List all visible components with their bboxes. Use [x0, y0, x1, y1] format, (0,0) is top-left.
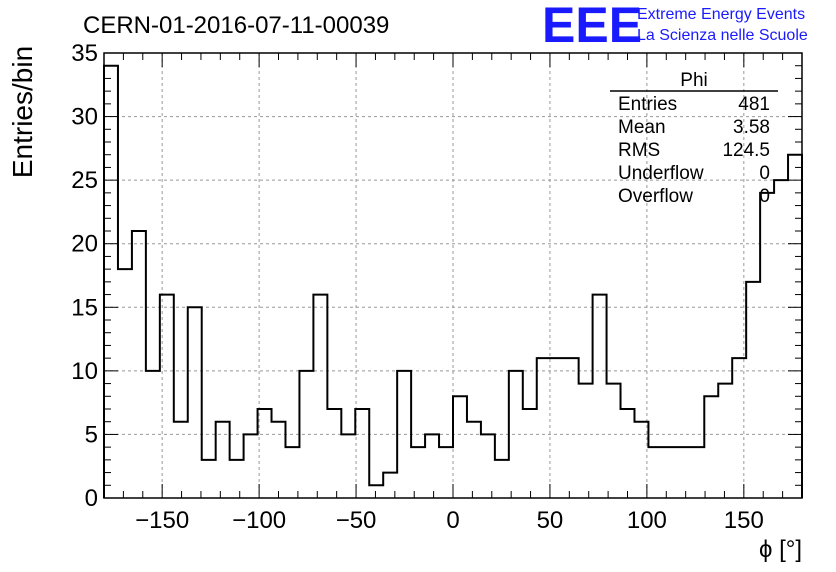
x-tick-label: −100: [232, 507, 286, 534]
histogram-bin: [132, 231, 146, 498]
histogram-bin: [341, 434, 355, 498]
histogram-bin: [662, 447, 676, 498]
x-tick-label: 50: [537, 507, 564, 534]
histogram-bin: [774, 180, 788, 498]
chart-title: CERN-01-2016-07-11-00039: [83, 12, 389, 39]
y-tick-label: 5: [85, 421, 98, 448]
histogram-bin: [369, 485, 383, 498]
histogram-bin: [621, 409, 635, 498]
stats-overflow-label: Overflow: [618, 186, 693, 207]
histogram-bin: [565, 358, 579, 498]
histogram-bin: [188, 307, 202, 498]
x-tick-label: 0: [446, 507, 459, 534]
histogram-bin: [760, 193, 774, 498]
y-tick-label: 35: [71, 40, 98, 67]
histogram-bin: [676, 447, 690, 498]
histogram-bin: [272, 422, 286, 498]
x-tick-labels: −150 −100 −50 0 50 100 150: [135, 507, 764, 534]
histogram-bin: [607, 384, 621, 498]
histogram-bin: [788, 155, 802, 498]
y-tick-label: 15: [71, 294, 98, 321]
histogram-bin: [355, 409, 369, 498]
logo-line-2: La Scienza nelle Scuole: [637, 27, 808, 44]
stats-overflow-value: 0: [759, 186, 770, 207]
histogram-bin: [634, 422, 648, 498]
histogram-outline: [103, 64, 803, 498]
histogram-bin: [690, 447, 704, 498]
histogram-bin: [467, 422, 481, 498]
y-tick-label: 10: [71, 358, 98, 385]
stats-rms-label: RMS: [618, 140, 660, 161]
histogram-bin: [495, 460, 509, 498]
histogram-bin: [425, 434, 439, 498]
axis-ticks: [103, 52, 803, 499]
x-tick-label: 100: [627, 507, 667, 534]
histogram-bin: [230, 460, 244, 498]
y-tick-label: 20: [71, 231, 98, 258]
histogram-bin: [397, 371, 411, 498]
histogram-bin: [285, 447, 299, 498]
histogram-bin: [481, 434, 495, 498]
logo-line-1: Extreme Energy Events: [637, 6, 805, 23]
histogram-bin: [244, 434, 258, 498]
histogram-bin: [439, 447, 453, 498]
histogram-bin: [718, 384, 732, 498]
stats-mean-value: 3.58: [733, 117, 770, 138]
histogram-bin: [648, 447, 662, 498]
stats-underflow-label: Underflow: [618, 163, 704, 184]
histogram-bin: [704, 396, 718, 498]
histogram-bin: [732, 358, 746, 498]
y-tick-label: 30: [71, 104, 98, 131]
y-tick-label: 0: [85, 485, 98, 512]
histogram-bin: [523, 409, 537, 498]
eee-logo: EEE Extreme Energy Events La Scienza nel…: [542, 0, 808, 53]
histogram-bin: [327, 409, 341, 498]
histogram-bin: [202, 460, 216, 498]
histogram-bin: [537, 358, 551, 498]
x-axis-title: ϕ [°]: [759, 536, 802, 563]
stats-mean-label: Mean: [618, 117, 666, 138]
y-axis-title: Entries/bin: [7, 46, 38, 178]
stats-box: Phi Entries 481 Mean 3.58 RMS 124.5 Unde…: [610, 70, 778, 207]
histogram-bin: [746, 282, 760, 498]
stats-entries-label: Entries: [618, 94, 677, 115]
histogram-bin: [160, 295, 174, 498]
histogram-bin: [258, 409, 272, 498]
x-tick-label: −150: [135, 507, 189, 534]
y-tick-label: 25: [71, 167, 98, 194]
stats-underflow-value: 0: [759, 163, 770, 184]
stats-entries-value: 481: [738, 94, 770, 115]
histogram-bin: [313, 295, 327, 498]
histogram-bin: [579, 384, 593, 498]
stats-rms-value: 124.5: [722, 140, 770, 161]
histogram-bin: [453, 396, 467, 498]
histogram-bin: [299, 371, 313, 498]
x-tick-label: 150: [724, 507, 764, 534]
histogram-bin: [146, 371, 160, 498]
histogram-bin: [118, 269, 132, 498]
histogram-bin: [509, 371, 523, 498]
histogram-bin: [174, 422, 188, 498]
logo-text: EEE: [542, 0, 642, 53]
x-tick-label: −50: [336, 507, 377, 534]
histogram-bin: [593, 295, 607, 498]
histogram-bin: [551, 358, 565, 498]
histogram-bin: [411, 447, 425, 498]
histogram-bin: [216, 422, 230, 498]
y-tick-labels: 0 5 10 15 20 25 30 35: [71, 40, 98, 512]
stats-title: Phi: [680, 70, 707, 91]
